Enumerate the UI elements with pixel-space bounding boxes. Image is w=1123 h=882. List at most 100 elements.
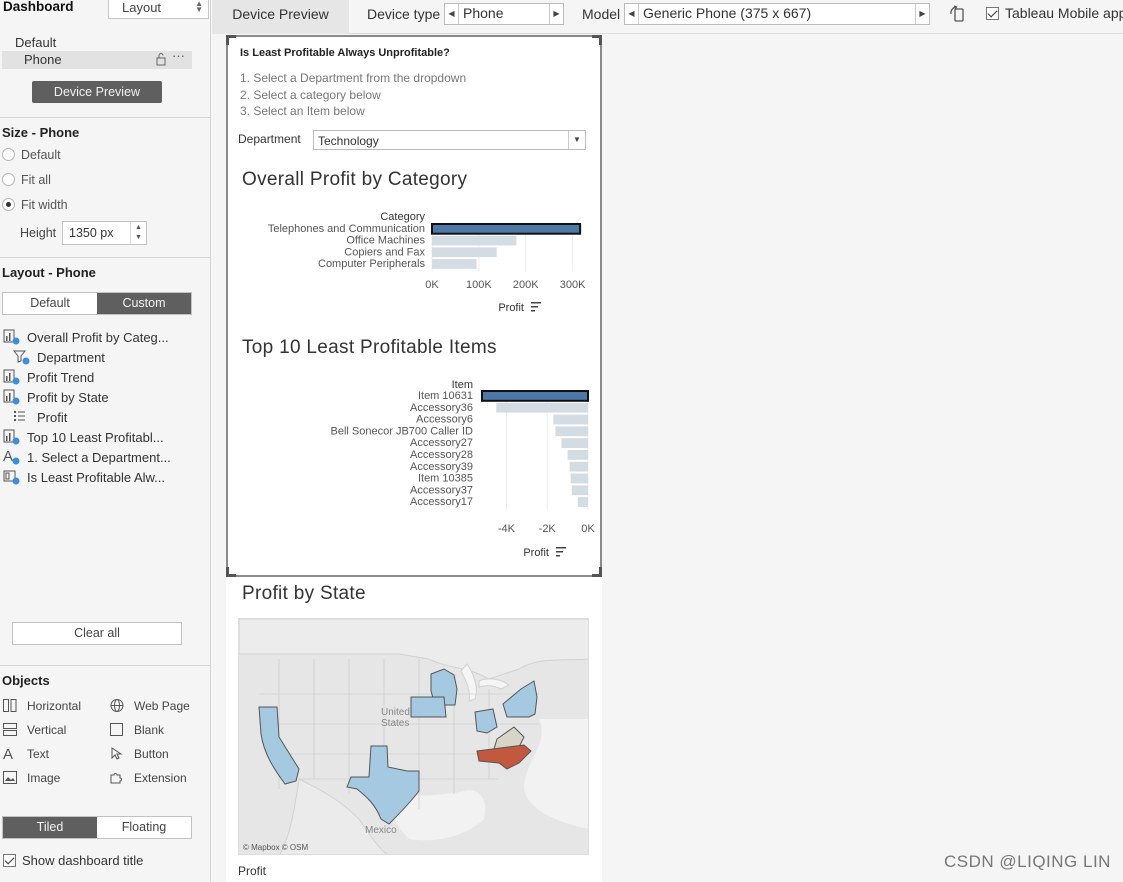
height-input[interactable]: 1350 px ▲ ▼	[62, 221, 147, 245]
bar[interactable]	[567, 450, 588, 460]
tab-layout[interactable]: Layout ▲ ▼	[108, 0, 209, 19]
object-web-page[interactable]: Web Page	[110, 699, 190, 713]
resize-handle[interactable]	[592, 35, 602, 45]
object-blank[interactable]: Blank	[110, 723, 164, 737]
instruction-step: 3. Select an Item below	[240, 104, 365, 118]
next-arrow-icon[interactable]: ▶	[549, 4, 563, 24]
department-dropdown[interactable]: Technology ▼	[313, 130, 586, 150]
vertical-icon	[3, 723, 17, 736]
tab-device-preview[interactable]: Device Preview	[212, 0, 349, 34]
checkbox-checked-icon	[986, 7, 999, 20]
department-value: Technology	[318, 134, 379, 148]
sort-descending-icon[interactable]	[531, 302, 541, 312]
bar[interactable]	[432, 235, 517, 246]
bar[interactable]	[431, 223, 582, 235]
unlock-icon[interactable]	[156, 52, 166, 66]
bar[interactable]	[496, 402, 588, 413]
show-title-checkbox[interactable]: Show dashboard title	[3, 853, 143, 868]
profit-map[interactable]: United States Mexico © Mapbox © OSM	[238, 618, 589, 855]
device-default[interactable]: Default	[15, 35, 57, 50]
object-vertical[interactable]: Vertical	[3, 723, 66, 737]
item-tree-row[interactable]: Profit by State	[3, 389, 109, 407]
item-tree-row[interactable]: Is Least Profitable Alw...	[3, 469, 165, 487]
item-label: 1. Select a Department...	[27, 450, 171, 465]
clear-all-button[interactable]: Clear all	[12, 622, 182, 645]
prev-arrow-icon[interactable]: ◀	[625, 4, 639, 24]
left-panel: Dashboard Layout ▲ ▼ Default Phone ··· De…	[0, 0, 211, 882]
prev-arrow-icon[interactable]: ◀	[445, 4, 459, 24]
stepper-icon[interactable]: ▲ ▼	[130, 222, 146, 244]
sheet-icon	[3, 329, 20, 345]
radio-default[interactable]: Default	[2, 148, 61, 162]
device-phone[interactable]: Phone ···	[2, 48, 192, 69]
floating-button[interactable]: Floating	[97, 817, 191, 838]
updown-icon: ▲ ▼	[195, 0, 203, 14]
item-tree-row[interactable]: A 1. Select a Department...	[3, 449, 171, 467]
tiled-button[interactable]: Tiled	[3, 817, 97, 838]
bar[interactable]	[571, 485, 588, 496]
x-tick-label: 300K	[560, 279, 586, 291]
chevron-down-icon: ▼	[568, 131, 585, 149]
sort-ascending-icon[interactable]	[556, 547, 566, 557]
object-extension[interactable]: Extension	[110, 771, 187, 785]
object-button[interactable]: Button	[110, 747, 169, 761]
item-tree-row[interactable]: Department	[13, 349, 105, 367]
button-icon	[111, 747, 123, 760]
resize-handle[interactable]	[226, 567, 236, 577]
device-type-select[interactable]: ◀ Phone ▶	[444, 3, 564, 25]
rotate-device-icon[interactable]	[948, 4, 968, 24]
tab-dashboard[interactable]: Dashboard	[3, 0, 74, 14]
bar[interactable]	[555, 426, 588, 437]
object-horizontal[interactable]: Horizontal	[3, 699, 81, 713]
object-label: Button	[134, 747, 169, 761]
x-tick-label: 0K	[425, 279, 439, 291]
resize-handle[interactable]	[592, 567, 602, 577]
item-label: Accessory36	[410, 402, 473, 414]
layout-custom-button[interactable]: Custom	[97, 293, 191, 314]
layout-toggle: Default Custom	[2, 292, 192, 315]
category-label: Telephones and Communication	[268, 223, 425, 235]
instruction-step: 2. Select a category below	[240, 88, 381, 102]
radio-fit-all[interactable]: Fit all	[2, 173, 51, 187]
bar[interactable]	[481, 390, 589, 402]
bar[interactable]	[561, 438, 589, 448]
item-tree-row[interactable]: Profit	[13, 409, 67, 427]
model-select[interactable]: ◀ Generic Phone (375 x 667) ▶	[624, 3, 930, 25]
item-tree-row[interactable]: Overall Profit by Categ...	[3, 329, 169, 347]
tableau-mobile-checkbox[interactable]: Tableau Mobile app	[986, 5, 1123, 21]
item-label: Bell Sonecor JB700 Caller ID	[331, 425, 474, 437]
device-type-label: Device type	[367, 6, 441, 22]
object-label: Text	[27, 747, 50, 761]
selected-container[interactable]	[226, 35, 602, 577]
bar[interactable]	[432, 247, 497, 258]
next-arrow-icon[interactable]: ▶	[915, 4, 929, 24]
divider	[0, 257, 210, 258]
more-icon[interactable]: ···	[172, 48, 185, 63]
radio-fit-width[interactable]: Fit width	[2, 198, 68, 212]
radio-label: Default	[21, 148, 61, 162]
model-value: Generic Phone (375 x 667)	[643, 5, 812, 21]
bar[interactable]	[432, 259, 477, 269]
device-toolbar: Device Preview Device type ◀ Phone ▶ Mod…	[212, 0, 1123, 34]
object-text[interactable]: A Text	[3, 747, 49, 761]
bar[interactable]	[569, 461, 588, 472]
item-tree-row[interactable]: Profit Trend	[3, 369, 94, 387]
map-label-us: United States	[381, 707, 410, 729]
bar[interactable]	[570, 473, 588, 484]
layout-section-title: Layout - Phone	[2, 265, 96, 280]
device-preview-button[interactable]: Device Preview	[32, 81, 162, 103]
x-tick-label: 0K	[581, 523, 595, 535]
bar[interactable]	[577, 497, 588, 507]
blank-icon	[110, 723, 123, 736]
layout-default-button[interactable]: Default	[3, 293, 97, 314]
radio-label: Fit width	[21, 198, 68, 212]
object-image[interactable]: Image	[3, 771, 60, 785]
item-tree-row[interactable]: Top 10 Least Profitabl...	[3, 429, 164, 447]
resize-handle[interactable]	[226, 35, 236, 45]
item-label: Is Least Profitable Alw...	[27, 470, 166, 485]
map-credit: © Mapbox © OSM	[243, 843, 308, 852]
bar[interactable]	[553, 414, 588, 425]
